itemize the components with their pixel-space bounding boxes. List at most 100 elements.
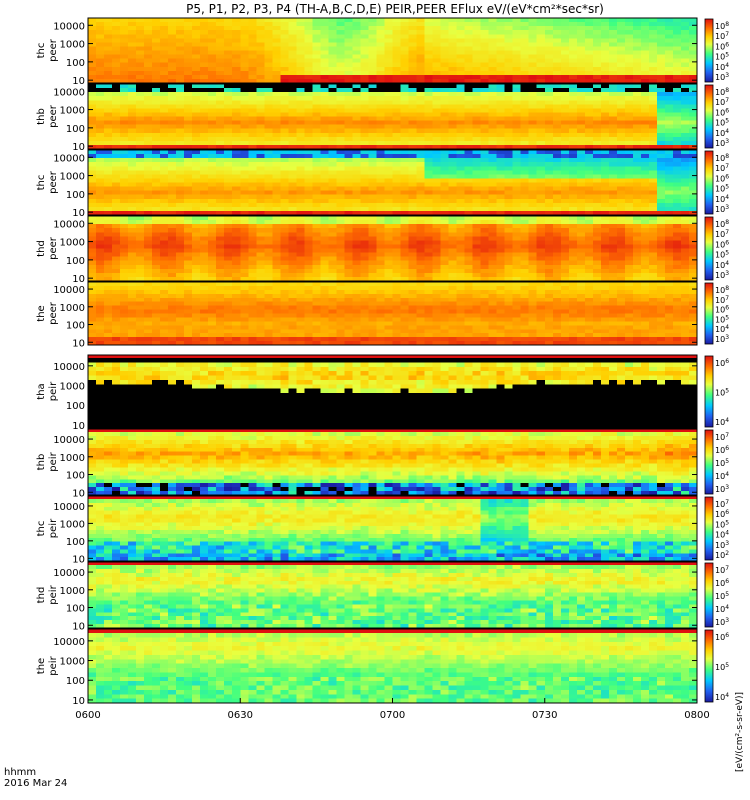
- colorbar: [704, 429, 714, 495]
- colorbar-tick-label: 104: [715, 128, 729, 138]
- colorbar: [704, 84, 714, 149]
- x-corner-label: hhmm: [4, 767, 36, 778]
- y-tick-label: 1000: [60, 657, 85, 668]
- y-tick-label: 10000: [53, 21, 85, 32]
- colorbar-tick-label: 104: [715, 471, 729, 481]
- colorbar-tick-label: 104: [715, 530, 729, 540]
- y-tick-label: 100: [66, 676, 85, 687]
- heatmap-cells: [88, 358, 698, 429]
- heatmap-cells: [88, 150, 698, 216]
- y-tick-label: 10000: [53, 285, 85, 296]
- colorbar: [704, 629, 714, 703]
- y-tick-label: 1000: [60, 106, 85, 117]
- panel-frame: [87, 354, 698, 429]
- heatmap-cells: [88, 282, 698, 346]
- probe-label: the: [36, 305, 47, 321]
- y-tick-label: 10000: [53, 568, 85, 579]
- colorbar: [704, 150, 714, 215]
- x-tick-label: 0800: [684, 710, 709, 721]
- colorbar: [704, 18, 714, 83]
- colorbar-tick-label: 106: [715, 107, 729, 117]
- colorbar-tick-label: 105: [715, 52, 729, 62]
- colorbar-tick-label: 104: [715, 62, 729, 72]
- date-label: 2016 Mar 24: [4, 778, 67, 789]
- panel-6: 10 100 1000 10000 tha peir 106 105 104: [36, 354, 729, 432]
- colorbar-tick-label: 104: [715, 692, 729, 702]
- y-tick-label: 10: [72, 554, 85, 565]
- colorbar-tick-label: 103: [715, 617, 729, 627]
- panel-10: 10 100 1000 10000 the peir 106 105 104: [36, 628, 729, 707]
- heatmap-cells: [88, 84, 698, 150]
- panel-frame: [87, 561, 698, 629]
- panel-frame: [87, 428, 698, 496]
- heatmap-cells: [88, 499, 698, 562]
- y-tick-label: 10000: [53, 87, 85, 98]
- colorbar-tick-label: 107: [715, 229, 729, 239]
- panel-frame: [87, 149, 698, 216]
- y-tick-label: 1000: [60, 172, 85, 183]
- colorbar-tick-label: 103: [715, 484, 729, 494]
- y-tick-label: 100: [66, 58, 85, 69]
- quality-stripe: [88, 355, 697, 358]
- colorbar-tick-label: 108: [715, 87, 729, 97]
- colorbar-tick-label: 104: [715, 324, 729, 334]
- colorbar: [704, 355, 714, 428]
- colorbar-tick-label: 107: [715, 499, 729, 509]
- y-tick-label: 10: [72, 621, 85, 632]
- instrument-label: peer: [48, 236, 59, 260]
- colorbar-tick-label: 104: [715, 604, 729, 614]
- colorbar-tick-label: 107: [715, 31, 729, 41]
- colorbar-tick-label: 106: [715, 445, 729, 455]
- colorbar-tick-label: 106: [715, 358, 729, 368]
- colorbar-tick-label: 102: [715, 550, 729, 560]
- heatmap-cells: [88, 565, 698, 629]
- colorbar-tick-label: 108: [715, 21, 729, 31]
- probe-label: thc: [36, 521, 47, 537]
- y-tick-label: 1000: [60, 586, 85, 597]
- colorbar-tick-label: 106: [715, 41, 729, 51]
- colorbar-tick-label: 105: [715, 118, 729, 128]
- colorbar-tick-label: 104: [715, 194, 729, 204]
- probe-label: the: [36, 658, 47, 674]
- instrument-label: peir: [48, 584, 59, 604]
- colorbar-tick-label: 103: [715, 138, 729, 148]
- instrument-label: peir: [48, 381, 59, 401]
- panel-9: 10 100 1000 10000 thd peir 107 106 105 104 103: [36, 561, 729, 632]
- y-tick-label: 10000: [53, 502, 85, 513]
- panel-frame: [87, 215, 698, 282]
- y-tick-label: 1000: [60, 453, 85, 464]
- x-tick-label: 0600: [75, 710, 100, 721]
- instrument-label: peir: [48, 655, 59, 675]
- quality-stripe: [88, 429, 697, 432]
- panel-frame: [87, 83, 698, 150]
- quality-stripe: [88, 562, 697, 565]
- instrument-label: peir: [48, 451, 59, 471]
- colorbar-tick-label: 103: [715, 72, 729, 82]
- y-tick-label: 100: [66, 471, 85, 482]
- colorbar: [704, 282, 714, 345]
- colorbar-tick-label: 105: [715, 388, 729, 398]
- colorbar-tick-label: 105: [715, 591, 729, 601]
- x-tick-label: 0730: [532, 710, 557, 721]
- colorbar: [704, 562, 714, 628]
- colorbar-tick-label: 108: [715, 285, 729, 295]
- y-tick-label: 100: [66, 190, 85, 201]
- y-tick-label: 1000: [60, 303, 85, 314]
- panel-frame: [87, 495, 698, 562]
- x-tick-label: 0630: [228, 710, 253, 721]
- y-tick-label: 100: [66, 321, 85, 332]
- colorbar: [704, 216, 714, 281]
- colorbar-tick-label: 103: [715, 204, 729, 214]
- y-tick-label: 100: [66, 604, 85, 615]
- colorbar-tick-label: 108: [715, 219, 729, 229]
- y-tick-label: 1000: [60, 40, 85, 51]
- colorbar-tick-label: 106: [715, 578, 729, 588]
- probe-label: thc: [36, 43, 47, 59]
- colorbar: [704, 496, 714, 561]
- y-tick-label: 10: [72, 208, 85, 219]
- colorbar-tick-label: 103: [715, 270, 729, 280]
